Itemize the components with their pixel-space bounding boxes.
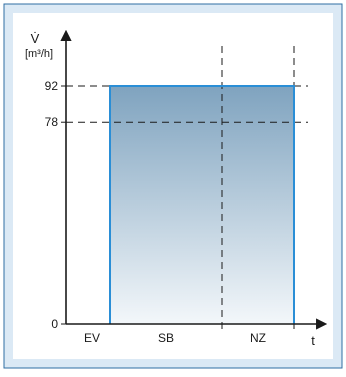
- phase-label-ev: EV: [84, 331, 100, 345]
- y-tick-label-92: 92: [45, 79, 59, 93]
- y-tick-label-0: 0: [51, 317, 58, 331]
- flow-rate-area: [110, 86, 294, 324]
- x-axis-label: t: [311, 333, 315, 348]
- y-tick-label-78: 78: [45, 115, 59, 129]
- phase-label-nz: NZ: [250, 331, 266, 345]
- y-axis-unit: [m³/h]: [25, 48, 53, 60]
- y-axis-label: V̇: [31, 31, 40, 46]
- flow-rate-line: [109, 85, 295, 324]
- phase-label-sb: SB: [158, 331, 174, 345]
